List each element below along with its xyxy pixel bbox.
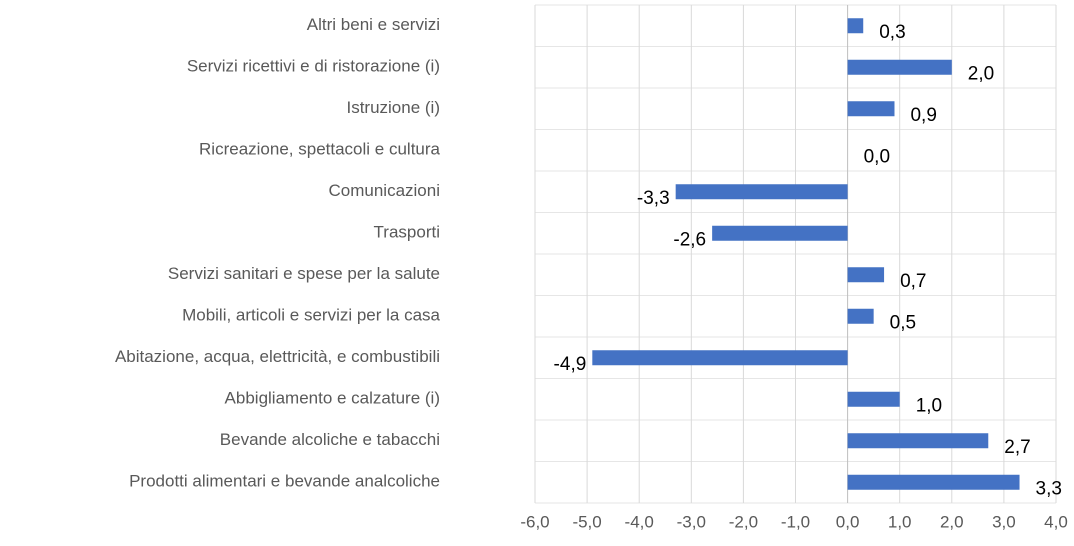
value-label: 0,0: [864, 146, 890, 167]
value-label: -4,9: [554, 354, 587, 375]
value-label: -3,3: [637, 188, 670, 209]
value-label: 0,9: [910, 105, 936, 126]
bar: [847, 101, 895, 117]
y-tick-label: Prodotti alimentari e bevande analcolich…: [129, 472, 440, 491]
x-tick-label: -4,0: [625, 512, 654, 531]
bar: [847, 267, 885, 283]
bar: [712, 225, 848, 241]
y-tick-label: Altri beni e servizi: [307, 15, 440, 34]
x-tick-label: -5,0: [572, 512, 601, 531]
y-tick-label: Servizi sanitari e spese per la salute: [168, 264, 440, 283]
x-tick-label: 4,0: [1044, 512, 1068, 531]
bar: [592, 350, 848, 366]
x-tick-label: -1,0: [781, 512, 810, 531]
value-label: -2,6: [673, 229, 706, 250]
y-tick-label: Abbigliamento e calzature (i): [225, 389, 440, 408]
value-label: 3,3: [1036, 478, 1062, 499]
y-tick-label: Istruzione (i): [346, 98, 440, 117]
value-label: 0,7: [900, 271, 926, 292]
y-tick-label: Mobili, articoli e servizi per la casa: [182, 306, 440, 325]
bar: [847, 18, 864, 34]
bar: [847, 433, 989, 449]
x-tick-label: 1,0: [888, 512, 912, 531]
value-label: 0,5: [890, 312, 916, 333]
x-tick-label: 3,0: [992, 512, 1016, 531]
y-tick-label: Trasporti: [374, 223, 440, 242]
y-tick-label: Comunicazioni: [329, 181, 441, 200]
bar: [675, 184, 848, 200]
y-tick-label: Bevande alcoliche e tabacchi: [220, 430, 440, 449]
value-label: 2,7: [1004, 437, 1030, 458]
x-tick-label: -6,0: [520, 512, 549, 531]
y-tick-label: Abitazione, acqua, elettricità, e combus…: [115, 347, 440, 366]
value-label: 1,0: [916, 395, 942, 416]
y-tick-label: Servizi ricettivi e di ristorazione (i): [187, 57, 440, 76]
value-label: 2,0: [968, 63, 994, 84]
bar: [847, 391, 900, 407]
value-label: 0,3: [879, 22, 905, 43]
x-tick-label: 2,0: [940, 512, 964, 531]
x-tick-label: -3,0: [677, 512, 706, 531]
y-tick-label: Ricreazione, spettacoli e cultura: [199, 140, 441, 159]
x-tick-label: 0,0: [836, 512, 860, 531]
bar: [847, 59, 952, 75]
x-tick-label: -2,0: [729, 512, 758, 531]
bar: [847, 308, 874, 324]
bar: [847, 474, 1020, 490]
